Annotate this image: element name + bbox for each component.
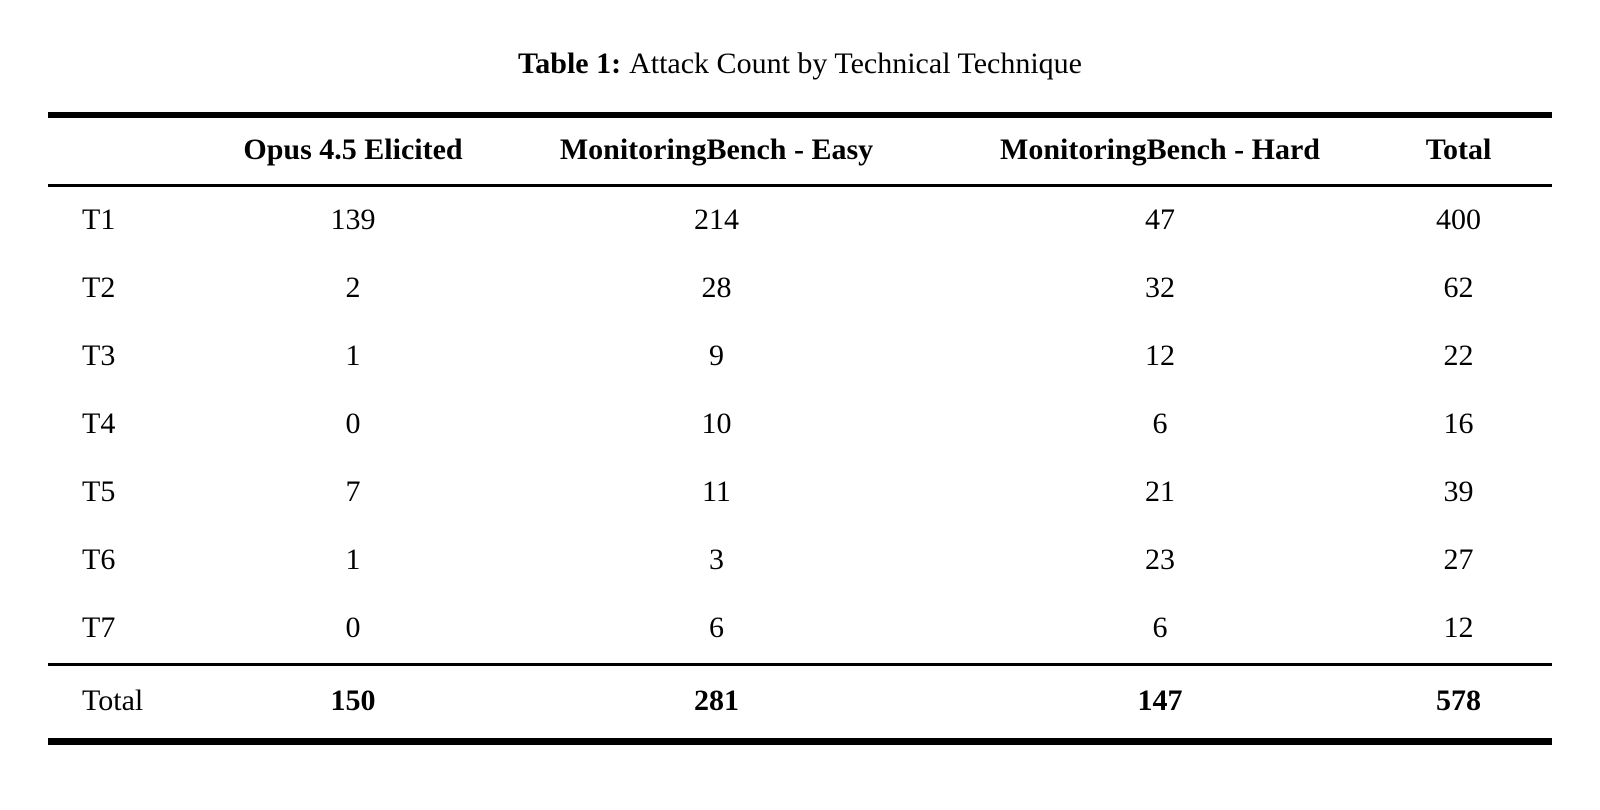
cell-value: 23: [1145, 543, 1175, 576]
cell-value: 214: [694, 203, 739, 236]
column-header-opus-elicited: Opus 4.5 Elicited: [228, 115, 478, 187]
column-header-monitoringbench-easy: MonitoringBench - Easy: [478, 115, 955, 187]
cell-value: 6: [1152, 407, 1168, 440]
total-cell-value: 578: [1365, 663, 1552, 742]
total-cell-value: 281: [478, 663, 955, 742]
cell-value: 12: [1145, 339, 1175, 372]
cell-value: 28: [701, 271, 732, 304]
table-row: T6 1 3 23 27: [48, 527, 1552, 595]
row-label: T5: [82, 475, 116, 508]
row-label: T7: [82, 611, 116, 644]
total-cell-value: 147: [955, 663, 1365, 742]
cell-value: 139: [330, 203, 376, 236]
table-row: T1 139 214 47 400: [48, 186, 1552, 256]
column-header-monitoringbench-hard: MonitoringBench - Hard: [955, 115, 1365, 187]
cell-value: 9: [709, 339, 724, 372]
cell-value: 6: [709, 611, 724, 644]
table-caption-label: Table 1:: [518, 47, 622, 80]
cell-value: 7: [345, 475, 361, 508]
cell-value: 21: [1145, 475, 1175, 508]
cell-value: 11: [702, 475, 731, 508]
cell-value: 3: [709, 543, 724, 576]
cell-value: 27: [1443, 543, 1474, 576]
cell-value: 10: [701, 407, 732, 440]
table-row: T7 0 6 6 12: [48, 595, 1552, 665]
table-row: T5 7 11 21 39: [48, 459, 1552, 527]
total-row: Total 150 281 147 578: [48, 663, 1552, 742]
column-header-total: Total: [1365, 115, 1552, 187]
cell-value: 12: [1443, 611, 1474, 644]
row-label: T2: [82, 271, 116, 304]
cell-value: 1: [345, 543, 361, 576]
row-label: T6: [82, 543, 116, 576]
column-header-technique: [48, 115, 228, 187]
table-row: T3 1 9 12 22: [48, 323, 1552, 391]
total-cell-value: 150: [228, 663, 478, 742]
row-label: T3: [82, 339, 116, 372]
cell-value: 6: [1152, 611, 1168, 644]
cell-value: 0: [345, 611, 361, 644]
cell-value: 0: [345, 407, 361, 440]
row-label: T4: [82, 407, 116, 440]
total-row-label: Total: [48, 663, 228, 742]
cell-value: 16: [1443, 407, 1474, 440]
cell-value: 400: [1436, 203, 1481, 236]
cell-value: 1: [345, 339, 361, 372]
cell-value: 62: [1443, 271, 1474, 304]
cell-value: 47: [1145, 203, 1175, 236]
cell-value: 2: [345, 271, 361, 304]
table-row: T2 2 28 32 62: [48, 255, 1552, 323]
header-row: Opus 4.5 Elicited MonitoringBench - Easy…: [48, 115, 1552, 187]
cell-value: 32: [1145, 271, 1175, 304]
table-caption: Table 1: Attack Count by Technical Techni…: [0, 0, 1600, 82]
table-caption-text: Attack Count by Technical Technique: [629, 47, 1082, 80]
row-label: T1: [82, 203, 116, 236]
attack-count-table: Opus 4.5 Elicited MonitoringBench - Easy…: [48, 112, 1552, 745]
cell-value: 39: [1443, 475, 1474, 508]
table-row: T4 0 10 6 16: [48, 391, 1552, 459]
cell-value: 22: [1443, 339, 1474, 372]
